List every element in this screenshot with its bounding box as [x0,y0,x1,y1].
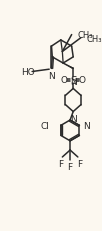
Text: N: N [70,78,77,87]
Text: F: F [68,163,73,172]
Text: CH₃: CH₃ [77,31,93,40]
Text: F: F [77,159,82,168]
Text: F: F [58,159,63,168]
Text: N: N [48,71,55,80]
Text: Cl: Cl [40,121,49,130]
Text: S: S [70,76,76,86]
Text: HO: HO [21,68,35,77]
Text: CH₃: CH₃ [86,35,102,44]
Text: N: N [83,121,90,130]
Text: O: O [79,76,86,85]
Polygon shape [63,64,74,70]
Text: O: O [60,76,67,85]
Text: N: N [70,114,77,123]
